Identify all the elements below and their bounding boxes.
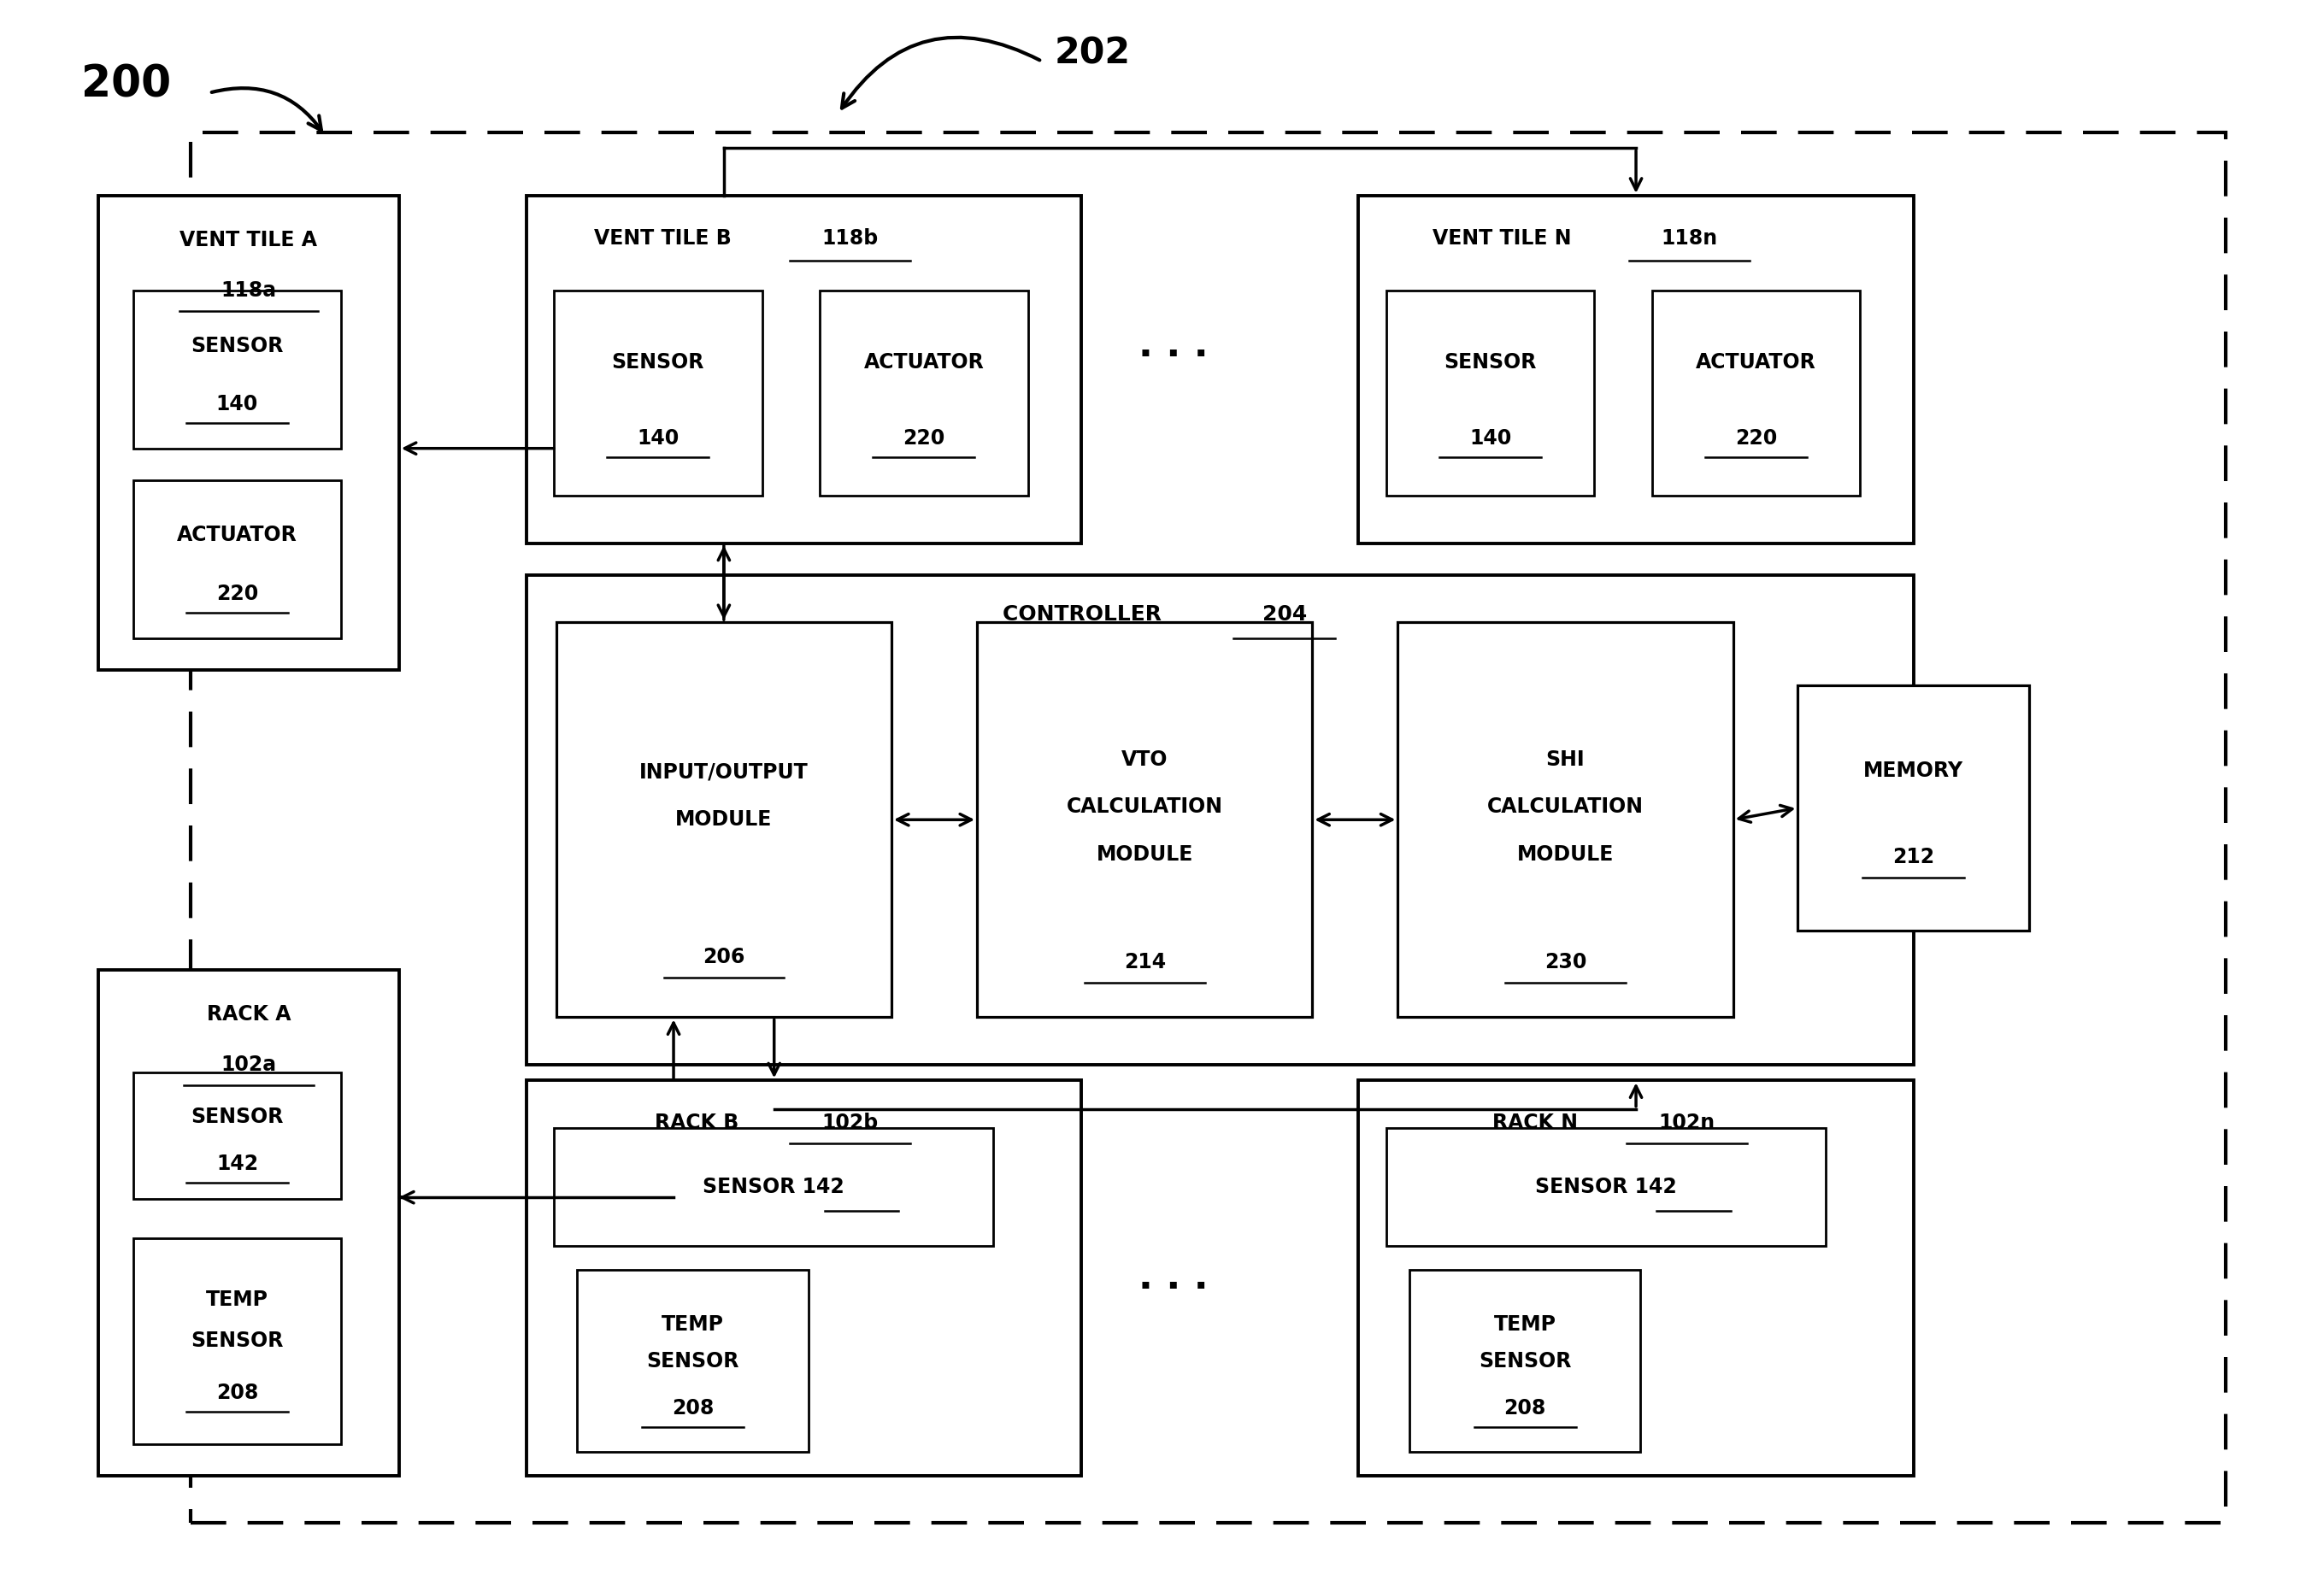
Text: 118n: 118n [1662, 228, 1717, 248]
Text: MODULE: MODULE [1518, 844, 1613, 864]
Text: 220: 220 [902, 428, 946, 449]
Bar [1360, 1081, 1913, 1476]
Text: RACK B: RACK B [655, 1113, 746, 1134]
Text: 208: 208 [216, 1382, 258, 1403]
Bar [98, 970, 400, 1476]
Text: VENT TILE N: VENT TILE N [1432, 228, 1578, 248]
Bar [553, 290, 762, 495]
Text: ACTUATOR: ACTUATOR [177, 525, 297, 546]
Text: SENSOR: SENSOR [191, 1106, 284, 1127]
Text: 212: 212 [1892, 847, 1934, 868]
Text: 140: 140 [637, 428, 679, 449]
Text: RACK A: RACK A [207, 1005, 290, 1024]
Bar [1360, 196, 1913, 543]
Text: 206: 206 [702, 947, 746, 968]
Text: SENSOR: SENSOR [191, 1331, 284, 1352]
Text: 142: 142 [216, 1153, 258, 1173]
Text: 118a: 118a [221, 280, 277, 301]
Bar [1799, 686, 2029, 930]
Text: ACTUATOR: ACTUATOR [865, 352, 983, 373]
Text: 118b: 118b [823, 228, 878, 248]
Text: SENSOR 142: SENSOR 142 [702, 1176, 844, 1197]
Bar [132, 479, 342, 638]
Bar [576, 1270, 809, 1452]
Bar [1408, 1270, 1641, 1452]
Text: CALCULATION: CALCULATION [1067, 798, 1222, 817]
Text: SHI: SHI [1545, 750, 1585, 771]
Bar [555, 622, 892, 1017]
Text: SENSOR: SENSOR [646, 1350, 739, 1371]
Text: CONTROLLER: CONTROLLER [1002, 603, 1169, 624]
Bar [132, 1073, 342, 1199]
Text: 202: 202 [1055, 35, 1132, 72]
Text: 204: 204 [1262, 603, 1306, 624]
Bar [553, 1127, 992, 1247]
Bar [525, 575, 1913, 1065]
Text: 208: 208 [1504, 1398, 1545, 1418]
Text: 200: 200 [81, 64, 172, 107]
Text: 208: 208 [672, 1398, 713, 1418]
Text: 230: 230 [1545, 952, 1587, 973]
Text: SENSOR: SENSOR [1443, 352, 1536, 373]
Text: MEMORY: MEMORY [1864, 761, 1964, 782]
Text: VENT TILE A: VENT TILE A [179, 229, 318, 250]
Bar [976, 622, 1313, 1017]
Text: SENSOR 142: SENSOR 142 [1536, 1176, 1676, 1197]
Text: SENSOR: SENSOR [611, 352, 704, 373]
Bar [525, 1081, 1081, 1476]
Text: . . .: . . . [1139, 1259, 1208, 1296]
Text: ACTUATOR: ACTUATOR [1697, 352, 1817, 373]
Bar [1397, 622, 1734, 1017]
Text: SENSOR: SENSOR [191, 336, 284, 357]
Bar [1387, 290, 1594, 495]
Text: SENSOR: SENSOR [1478, 1350, 1571, 1371]
Text: . . .: . . . [1139, 328, 1208, 365]
Text: TEMP: TEMP [1494, 1315, 1557, 1334]
Bar [1652, 290, 1859, 495]
Bar [525, 196, 1081, 543]
Text: TEMP: TEMP [207, 1290, 267, 1310]
Text: 220: 220 [216, 584, 258, 603]
Bar [191, 132, 2226, 1524]
Text: TEMP: TEMP [662, 1315, 723, 1334]
Bar [132, 1239, 342, 1444]
Text: MODULE: MODULE [1097, 844, 1192, 864]
Text: 102n: 102n [1659, 1113, 1715, 1134]
Bar [1387, 1127, 1827, 1247]
Text: 140: 140 [1469, 428, 1511, 449]
Text: 220: 220 [1736, 428, 1778, 449]
Text: 102b: 102b [823, 1113, 878, 1134]
Text: 140: 140 [216, 393, 258, 414]
Text: VENT TILE B: VENT TILE B [595, 228, 739, 248]
Text: RACK N: RACK N [1492, 1113, 1585, 1134]
Text: 102a: 102a [221, 1054, 277, 1075]
Bar [132, 290, 342, 449]
Text: 214: 214 [1125, 952, 1167, 973]
Text: VTO: VTO [1122, 750, 1169, 771]
Text: MODULE: MODULE [676, 809, 772, 829]
Bar [820, 290, 1027, 495]
Bar [98, 196, 400, 670]
Text: CALCULATION: CALCULATION [1487, 798, 1643, 817]
Text: INPUT/OUTPUT: INPUT/OUTPUT [639, 763, 809, 783]
